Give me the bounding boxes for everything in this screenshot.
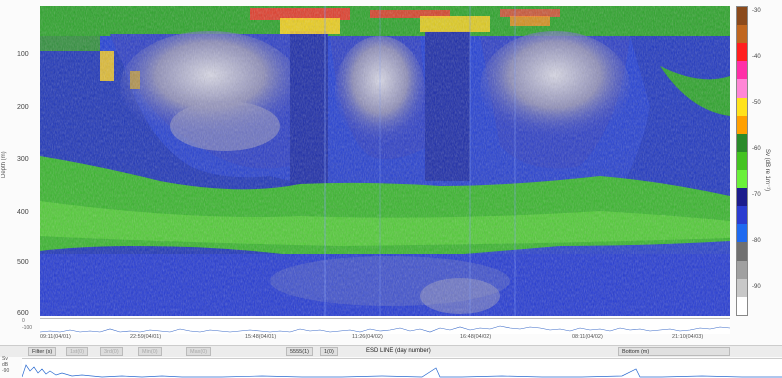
filter-option-button[interactable]: Min(0)	[138, 347, 162, 356]
y-tick-600: 600	[17, 310, 29, 317]
colorbar-tick: -70	[752, 192, 761, 198]
bottom-y-label: dB	[2, 362, 9, 368]
colorbar-segment	[737, 260, 747, 279]
colorbar-segment	[737, 7, 747, 26]
colorbar-segment	[737, 79, 747, 98]
time-axis: 09:11(04/01) 22:59(04/01) 15:48(04/01) 1…	[40, 334, 730, 344]
colorbar-tick: -60	[752, 146, 761, 152]
filter-option-button[interactable]: 1(0)	[320, 347, 338, 356]
y-axis-title: Depth (m)	[1, 151, 7, 179]
bottom-trace	[21, 364, 782, 378]
filter-option-button[interactable]: Max(0)	[186, 347, 212, 356]
colorbar-segment	[737, 206, 747, 225]
profile-strip	[39, 318, 731, 334]
colorbar-segment	[737, 188, 747, 207]
y-tick-400: 400	[17, 209, 29, 216]
colorbar-segment	[737, 224, 747, 243]
bottom-profile-strip	[21, 358, 782, 378]
time-tick: 09:11(04/01)	[40, 334, 71, 340]
colorbar-title: Sv (dB re 1m⁻¹)	[764, 148, 770, 192]
filter-option-button[interactable]: 3rd(0)	[100, 347, 123, 356]
y-tick-100: 100	[17, 51, 29, 58]
y-tick-200: 200	[17, 104, 29, 111]
colorbar-segment	[737, 133, 747, 152]
profile-trace	[39, 325, 731, 333]
colorbar-segment	[737, 169, 747, 189]
bottom-y-label: -90	[2, 368, 10, 374]
bottom-dropdown[interactable]: Bottom (m)	[618, 347, 730, 356]
colorbar-tick: -90	[752, 284, 761, 290]
echogram-plot[interactable]	[40, 6, 730, 316]
colorbar-segment	[737, 151, 747, 170]
strip-y-label: -100	[22, 325, 33, 331]
colorbar-tick: -80	[752, 238, 761, 244]
time-tick: 22:59(04/01)	[130, 334, 162, 340]
colorbar-tick: -40	[752, 54, 761, 60]
center-label: ESD LINE (day number)	[366, 348, 431, 354]
colorbar-segment	[737, 97, 747, 116]
strip-y-label: 0	[22, 318, 25, 324]
colorbar-tick: -30	[752, 8, 761, 14]
time-tick: 08:11(04/02)	[572, 334, 603, 340]
colorbar-segment	[737, 61, 747, 80]
colorbar-segment	[737, 242, 747, 261]
echogram-image	[40, 6, 730, 316]
colorbar-segment	[737, 43, 747, 62]
colorbar-segment	[737, 278, 747, 297]
filter-toolbar: Filter (s) 1st(0) 3rd(0) Min(0) Max(0) 5…	[0, 345, 782, 357]
colorbar-segment	[737, 296, 747, 315]
time-tick: 16:48(04/02)	[460, 334, 492, 340]
bottom-y-label: Sv	[2, 356, 8, 362]
y-tick-300: 300	[17, 156, 29, 163]
colorbar-tick: -50	[752, 100, 761, 106]
bottom-y-labels: Sv dB -90	[2, 356, 20, 374]
filter-dropdown[interactable]: Filter (s)	[28, 347, 57, 356]
time-tick: 21:10(04/03)	[672, 334, 704, 340]
colorbar-segment	[737, 25, 747, 44]
colorbar-segment	[737, 115, 747, 134]
time-tick: 15:48(04/01)	[245, 334, 277, 340]
colorbar	[736, 6, 748, 316]
y-tick-500: 500	[17, 259, 29, 266]
strip-y-labels: 0 -100	[22, 318, 32, 332]
time-tick: 11:26(04/02)	[352, 334, 383, 340]
filter-option-button[interactable]: 5555(1)	[286, 347, 313, 356]
filter-option-button[interactable]: 1st(0)	[66, 347, 89, 356]
